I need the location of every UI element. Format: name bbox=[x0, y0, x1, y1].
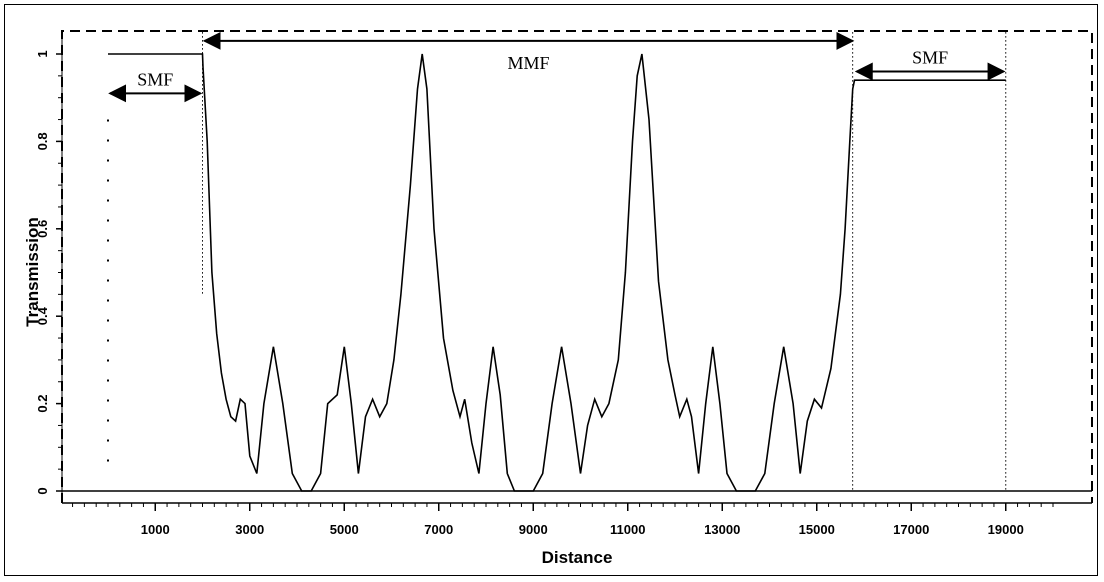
y-tick-label: 0.8 bbox=[35, 132, 50, 150]
x-ticks: 1000 3000 5000 7000 9000 11000 13000 15000 17000… bbox=[72, 503, 1054, 537]
y-tick-label: 1 bbox=[35, 50, 50, 57]
y-ticks: 0 0.2 0.4 0.6 0.8 1 bbox=[35, 50, 62, 495]
annotations: SMF MMF SMF bbox=[108, 31, 1006, 103]
x-tick-label: 5000 bbox=[330, 522, 359, 537]
x-tick-label: 17000 bbox=[893, 522, 929, 537]
annotation-label: MMF bbox=[508, 53, 550, 73]
y-tick-label: 0.2 bbox=[35, 395, 50, 413]
y-tick-label: 0.6 bbox=[35, 220, 50, 238]
y-axis-title: Transmission bbox=[23, 217, 42, 327]
x-tick-label: 3000 bbox=[235, 522, 264, 537]
vertical-markers bbox=[107, 32, 1007, 491]
x-tick-label: 11000 bbox=[610, 522, 645, 537]
figure-frame bbox=[4, 4, 1098, 576]
x-axis-title: Distance bbox=[542, 548, 613, 567]
x-tick-label: 13000 bbox=[704, 522, 740, 537]
x-tick-label: 9000 bbox=[519, 522, 548, 537]
y-tick-label: 0.4 bbox=[35, 306, 50, 325]
annotation-label: SMF bbox=[137, 69, 173, 89]
transmission-series-line bbox=[108, 53, 1006, 492]
x-tick-label: 7000 bbox=[424, 522, 453, 537]
dashed-border bbox=[61, 30, 1093, 503]
x-tick-label: 19000 bbox=[988, 522, 1024, 537]
x-tick-label: 15000 bbox=[799, 522, 835, 537]
y-tick-label: 0 bbox=[35, 487, 50, 494]
x-tick-label: 1000 bbox=[141, 522, 170, 537]
annotation-label: SMF bbox=[912, 47, 948, 67]
